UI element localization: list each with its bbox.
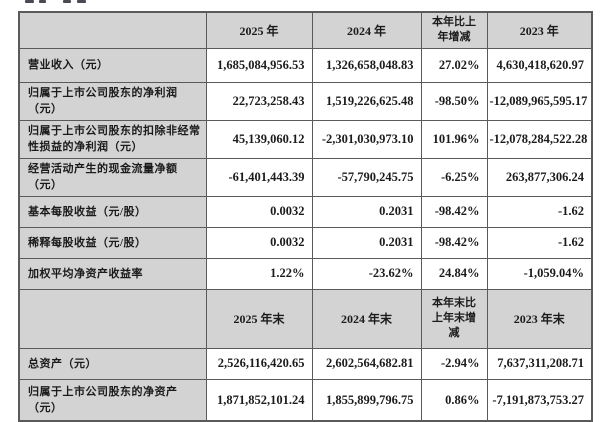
table-row-net-profit-excl-nonrecurring: 归属于上市公司股东的扣除非经常性损益的净利润（元） 45,139,060.12 … — [18, 119, 593, 159]
cell-yoy: -98.42% — [420, 195, 488, 228]
table-row-net-profit: 归属于上市公司股东的净利润（元） 22,723,258.43 1,519,226… — [18, 81, 593, 121]
table-row-net-assets: 归属于上市公司股东的净资产（元） 1,871,852,101.24 1,855,… — [18, 378, 593, 422]
row-label: 基本每股收益（元/股） — [18, 195, 207, 228]
table-row-diluted-eps: 稀释每股收益（元/股） 0.0032 0.2031 -98.42% -1.62 — [18, 226, 593, 259]
cell-2023-end: -7,191,873,753.27 — [486, 378, 593, 422]
table-row-weighted-roe: 加权平均净资产收益率 1.22% -23.62% 24.84% -1,059.0… — [18, 257, 593, 290]
row-label: 营业收入（元） — [18, 47, 207, 83]
period-header-row: 2025 年 2024 年 本年比上年增减 2023 年 — [18, 11, 593, 49]
cell-2024: 1,519,226,625.48 — [311, 81, 422, 121]
cell-2025: 22,723,258.43 — [205, 81, 313, 121]
cell-2025: 0.0032 — [205, 226, 313, 259]
cell-2023: -1.62 — [486, 195, 593, 228]
financial-summary-table: 2025 年 2024 年 本年比上年增减 2023 年 营业收入（元） 1,6… — [18, 11, 593, 422]
clipped-text-fragment — [25, 0, 86, 4]
cell-2023: 263,877,306.24 — [486, 157, 593, 197]
header-empty-cell — [18, 11, 207, 49]
header-2024: 2024 年 — [311, 11, 422, 49]
header-2025: 2025 年 — [205, 11, 313, 49]
cell-yoy: 101.96% — [420, 119, 488, 159]
header-2024-end: 2024 年末 — [311, 288, 422, 349]
cell-2023: -1.62 — [486, 226, 593, 259]
cell-2024: 0.2031 — [311, 226, 422, 259]
table-row-operating-cash-flow: 经营活动产生的现金流量净额（元） -61,401,443.39 -57,790,… — [18, 157, 593, 197]
cell-2024: 0.2031 — [311, 195, 422, 228]
cell-2023: -1,059.04% — [486, 257, 593, 290]
cell-2024: 1,326,658,048.83 — [311, 47, 422, 83]
cell-2024: -57,790,245.75 — [311, 157, 422, 197]
row-label: 总资产（元） — [18, 347, 207, 380]
header-empty-cell — [18, 288, 207, 349]
header-2023: 2023 年 — [486, 11, 593, 49]
cell-end-yoy: -2.94% — [420, 347, 488, 380]
cell-2025-end: 1,871,852,101.24 — [205, 378, 313, 422]
cell-2025: 1,685,084,956.53 — [205, 47, 313, 83]
row-label: 经营活动产生的现金流量净额（元） — [18, 157, 207, 197]
financial-report-page: 2025 年 2024 年 本年比上年增减 2023 年 营业收入（元） 1,6… — [18, 0, 593, 422]
cell-2023: 4,630,418,620.97 — [486, 47, 593, 83]
cell-2023: -12,078,284,522.28 — [486, 119, 593, 159]
table-row-total-assets: 总资产（元） 2,526,116,420.65 2,602,564,682.81… — [18, 347, 593, 380]
row-label: 稀释每股收益（元/股） — [18, 226, 207, 259]
table-row-basic-eps: 基本每股收益（元/股） 0.0032 0.2031 -98.42% -1.62 — [18, 195, 593, 228]
table-row-revenue: 营业收入（元） 1,685,084,956.53 1,326,658,048.8… — [18, 47, 593, 83]
cell-2023-end: 7,637,311,208.71 — [486, 347, 593, 380]
cell-2024-end: 1,855,899,796.75 — [311, 378, 422, 422]
cell-2024: -2,301,030,973.10 — [311, 119, 422, 159]
row-label: 归属于上市公司股东的扣除非经常性损益的净利润（元） — [18, 119, 207, 159]
row-label: 归属于上市公司股东的净利润（元） — [18, 81, 207, 121]
row-label: 加权平均净资产收益率 — [18, 257, 207, 290]
cell-2024-end: 2,602,564,682.81 — [311, 347, 422, 380]
row-label: 归属于上市公司股东的净资产（元） — [18, 378, 207, 422]
cell-yoy: -6.25% — [420, 157, 488, 197]
cell-2024: -23.62% — [311, 257, 422, 290]
cell-2025-end: 2,526,116,420.65 — [205, 347, 313, 380]
cell-2025: 45,139,060.12 — [205, 119, 313, 159]
cell-yoy: 24.84% — [420, 257, 488, 290]
cell-yoy: -98.50% — [420, 81, 488, 121]
cell-2025: 0.0032 — [205, 195, 313, 228]
cell-2025: 1.22% — [205, 257, 313, 290]
header-2023-end: 2023 年末 — [486, 288, 593, 349]
period-end-header-row: 2025 年末 2024 年末 本年末比上年末增减 2023 年末 — [18, 288, 593, 349]
cell-2025: -61,401,443.39 — [205, 157, 313, 197]
header-yoy-change: 本年比上年增减 — [420, 11, 488, 49]
cell-end-yoy: 0.86% — [420, 378, 488, 422]
header-end-yoy-change: 本年末比上年末增减 — [420, 288, 488, 349]
header-2025-end: 2025 年末 — [205, 288, 313, 349]
cell-yoy: -98.42% — [420, 226, 488, 259]
cell-2023: -12,089,965,595.17 — [486, 81, 593, 121]
cell-yoy: 27.02% — [420, 47, 488, 83]
